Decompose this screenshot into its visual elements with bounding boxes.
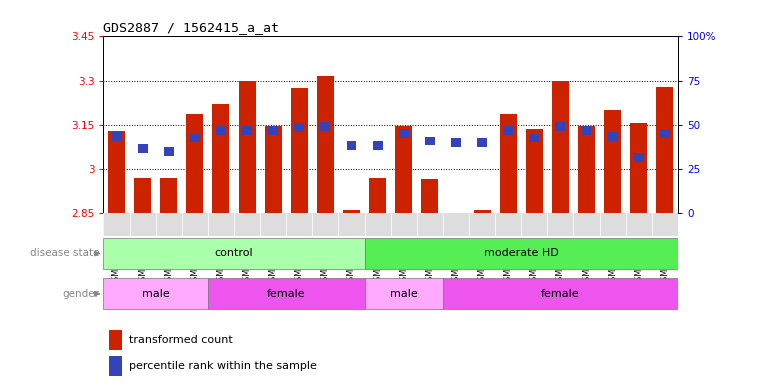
Bar: [186, 114, 203, 213]
Bar: [555, 122, 565, 131]
Bar: [443, 278, 678, 310]
Bar: [112, 132, 122, 141]
Bar: [473, 210, 490, 213]
Bar: [265, 126, 282, 213]
Text: female: female: [267, 289, 306, 299]
Bar: [110, 330, 122, 349]
Bar: [103, 238, 365, 269]
Bar: [365, 278, 443, 310]
Bar: [552, 81, 569, 213]
Bar: [633, 153, 643, 162]
Bar: [343, 210, 360, 213]
Bar: [242, 126, 252, 135]
Bar: [656, 86, 673, 213]
Bar: [581, 126, 591, 135]
Text: male: male: [390, 289, 417, 299]
Bar: [238, 81, 256, 213]
Bar: [630, 123, 647, 213]
Bar: [138, 144, 148, 153]
Text: disease state: disease state: [30, 248, 100, 258]
Bar: [103, 278, 208, 310]
Bar: [503, 126, 513, 135]
Bar: [291, 88, 308, 213]
Bar: [216, 126, 226, 135]
Bar: [190, 134, 200, 142]
Bar: [320, 122, 330, 131]
Bar: [160, 178, 177, 213]
Bar: [208, 278, 365, 310]
Bar: [399, 129, 409, 138]
Bar: [110, 356, 122, 376]
Bar: [395, 126, 412, 213]
Bar: [660, 129, 669, 138]
Bar: [578, 126, 595, 213]
Bar: [421, 179, 438, 213]
Text: moderate HD: moderate HD: [484, 248, 558, 258]
Bar: [447, 213, 464, 245]
Bar: [317, 76, 334, 213]
Bar: [268, 126, 278, 135]
Text: gender: gender: [63, 289, 100, 299]
Text: transformed count: transformed count: [129, 335, 233, 345]
Bar: [212, 104, 229, 213]
Text: control: control: [214, 248, 254, 258]
Bar: [604, 110, 621, 213]
Bar: [346, 141, 356, 150]
Text: male: male: [142, 289, 169, 299]
Bar: [529, 134, 539, 142]
Bar: [425, 137, 435, 146]
Bar: [372, 141, 382, 150]
Bar: [607, 132, 617, 141]
Text: GDS2887 / 1562415_a_at: GDS2887 / 1562415_a_at: [103, 21, 280, 34]
Bar: [525, 129, 543, 213]
Bar: [369, 178, 386, 213]
Bar: [365, 238, 678, 269]
Bar: [451, 138, 461, 147]
Text: percentile rank within the sample: percentile rank within the sample: [129, 361, 317, 371]
Bar: [108, 131, 125, 213]
Text: female: female: [541, 289, 580, 299]
Bar: [134, 178, 151, 213]
Bar: [477, 138, 487, 147]
Bar: [294, 123, 304, 132]
Bar: [499, 114, 516, 213]
Bar: [164, 147, 174, 156]
